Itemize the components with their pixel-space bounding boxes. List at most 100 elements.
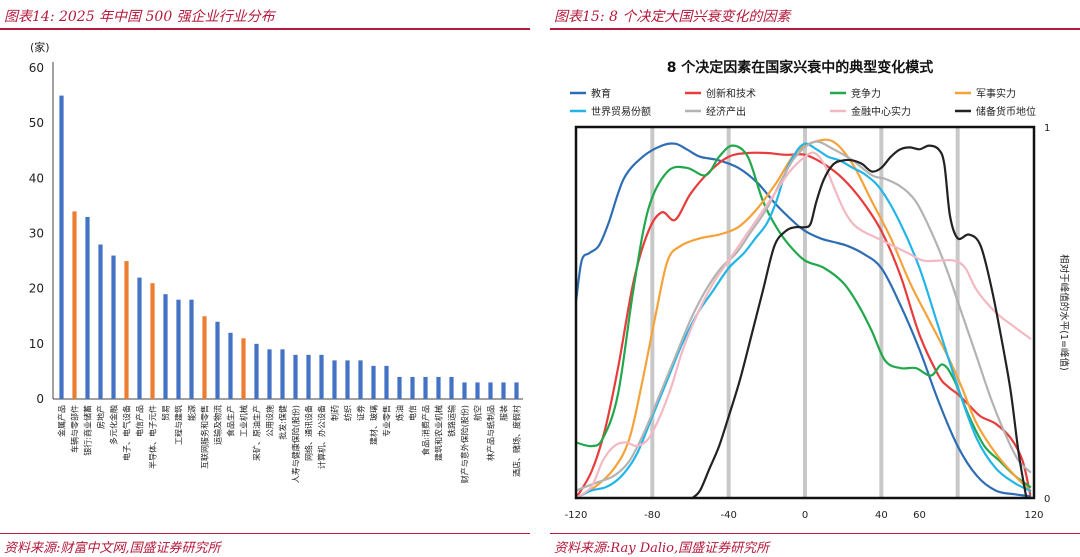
bar-category-label: 林产品与纸制品 xyxy=(486,405,496,461)
bar-category-label: 批发:保健 xyxy=(278,405,288,440)
bar xyxy=(345,360,350,399)
bar xyxy=(111,255,116,399)
bar-category-label: 酒店、赌场、度假村 xyxy=(512,405,522,477)
bar-category-label: 计算机、办公设备 xyxy=(317,405,327,469)
bar-category-label: 银行:商业储蓄 xyxy=(83,405,93,456)
bar-chart: (家) 0 10 20 30 40 50 60 金属产品 车辆与零部件 银行:商业储蓄 房地产 多元化… xyxy=(29,40,523,483)
right-header: 图表15: 8 个决定大国兴衰变化的因素 xyxy=(550,0,1080,30)
bar xyxy=(332,360,337,399)
bar xyxy=(293,354,298,399)
bar xyxy=(176,299,181,399)
right-source: 资料来源:Ray Dalio,国盛证券研究所 xyxy=(554,541,770,556)
bar xyxy=(436,376,441,399)
bar xyxy=(163,294,168,399)
legend-label: 储备货币地位 xyxy=(976,105,1036,118)
bar-y-tick-label: 40 xyxy=(29,171,44,185)
x-tick-label: -120 xyxy=(565,510,588,521)
bar-category-label: 采矿、原油生产 xyxy=(252,405,262,461)
bar-category-label: 房地产 xyxy=(96,405,106,429)
bar-category-label: 证券 xyxy=(356,405,366,421)
bar-y-tick-label: 60 xyxy=(29,61,44,75)
x-tick-label: 60 xyxy=(913,510,926,521)
legend-label: 竞争力 xyxy=(851,87,881,100)
bar xyxy=(150,283,155,399)
bar-category-label: 炼油 xyxy=(395,405,405,421)
bar-category-label: 电信产品 xyxy=(135,405,145,437)
bar xyxy=(241,338,246,399)
x-tick-label: 40 xyxy=(875,510,888,521)
x-tick-label: -80 xyxy=(644,510,660,521)
right-header-rule xyxy=(550,28,1080,30)
y-axis-label: 相对于峰值的水平(1=峰值) xyxy=(1058,254,1070,370)
right-header-title: 图表15: 8 个决定大国兴衰变化的因素 xyxy=(554,9,791,25)
bar-category-label: 网络、通讯设备 xyxy=(304,405,314,461)
bar xyxy=(254,343,259,399)
bar xyxy=(371,365,376,399)
bar-category-label: 食品生产 xyxy=(226,405,236,437)
bar xyxy=(85,216,90,399)
bar xyxy=(124,261,129,399)
bar xyxy=(410,376,415,399)
right-footer-rule xyxy=(550,533,1080,534)
bar xyxy=(98,244,103,399)
bar xyxy=(423,376,428,399)
legend-label: 教育 xyxy=(591,87,611,100)
bar-category-label: 纺织 xyxy=(343,405,353,421)
left-panel: 图表14: 2025 年中国 500 强企业行业分布 (家) 0 10 20 30 40… xyxy=(0,0,530,557)
x-tick-label: 120 xyxy=(1024,510,1043,521)
bar-y-axis-label: (家) xyxy=(30,40,50,54)
bar-category-label: 食品:消费产品 xyxy=(421,405,431,456)
bar xyxy=(189,299,194,399)
legend-label: 世界贸易份额 xyxy=(591,105,651,118)
bar-category-label: 专业零售 xyxy=(382,405,392,437)
series-line xyxy=(574,142,1032,500)
bar xyxy=(215,321,220,399)
bar xyxy=(462,382,467,399)
line-chart: 8 个决定因素在国家兴衰中的典型变化模式 教育 创新和技术 竞争力 军事实力世界贸易份… xyxy=(565,59,1070,521)
bar-category-label: 互联网服务和零售 xyxy=(200,405,210,469)
bar xyxy=(358,360,363,399)
bar xyxy=(59,95,64,399)
bar-y-tick-label: 0 xyxy=(36,392,44,406)
bar-category-label: 电子、电气设备 xyxy=(122,405,132,461)
left-source: 资料来源:财富中文网,国盛证券研究所 xyxy=(4,541,221,556)
bar xyxy=(228,332,233,399)
bar-category-label: 贸易 xyxy=(161,405,171,421)
legend-label: 军事实力 xyxy=(976,87,1016,100)
bar xyxy=(267,349,272,399)
series-line xyxy=(574,142,1032,498)
bar xyxy=(72,211,77,399)
bar xyxy=(280,349,285,399)
bar-category-label: 人寿与健康保险(股份) xyxy=(291,405,301,483)
bar-category-label: 车辆与零部件 xyxy=(70,405,80,453)
bar xyxy=(449,376,454,399)
bar-category-label: 公用设施 xyxy=(265,405,275,437)
right-panel: 图表15: 8 个决定大国兴衰变化的因素 8 个决定因素在国家兴衰中的典型变化模… xyxy=(550,0,1080,557)
bar-y-tick-label: 30 xyxy=(29,227,44,241)
left-header-title: 图表14: 2025 年中国 500 强企业行业分布 xyxy=(4,9,275,25)
left-header: 图表14: 2025 年中国 500 强企业行业分布 xyxy=(0,0,530,30)
bar xyxy=(488,382,493,399)
series-line xyxy=(574,144,1032,488)
left-footer-rule xyxy=(0,533,530,534)
bar-category-label: 工业机械 xyxy=(239,405,249,437)
bar xyxy=(137,277,142,399)
bar-category-label: 多元化金融 xyxy=(109,405,119,445)
bar-y-tick-label: 20 xyxy=(29,282,44,296)
left-header-rule xyxy=(0,28,530,30)
bar xyxy=(384,365,389,399)
bar xyxy=(319,354,324,399)
legend-label: 经济产出 xyxy=(706,105,746,118)
bar xyxy=(306,354,311,399)
bar-category-label: 半导体、电子元件 xyxy=(148,405,158,469)
series-line xyxy=(574,140,1032,492)
bar-category-label: 金属产品 xyxy=(57,405,67,437)
bar xyxy=(397,376,402,399)
plot-frame xyxy=(574,125,1036,500)
legend-label: 金融中心实力 xyxy=(851,105,911,118)
x-tick-label: -40 xyxy=(720,510,736,521)
bar-category-label: 建材、玻璃 xyxy=(369,405,379,445)
series-line xyxy=(574,151,1032,500)
line-chart-title: 8 个决定因素在国家兴衰中的典型变化模式 xyxy=(667,59,934,76)
bar-category-label: 财产与意外保险(股份) xyxy=(460,405,470,483)
